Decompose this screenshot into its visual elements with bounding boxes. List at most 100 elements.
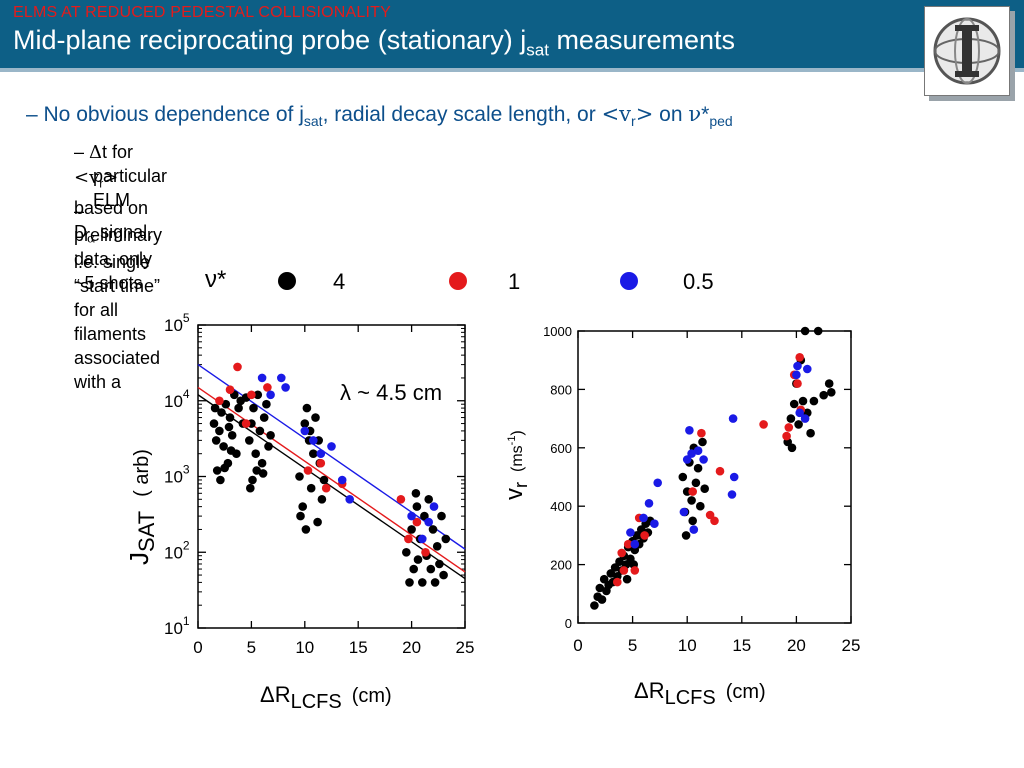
data-point xyxy=(827,388,836,397)
data-point xyxy=(252,466,261,475)
data-point xyxy=(249,403,258,413)
data-point xyxy=(296,511,305,521)
data-point xyxy=(210,403,220,413)
data-point xyxy=(309,436,318,445)
slide-subtitle: ELMS AT REDUCED PEDESTAL COLLISIONALITY xyxy=(13,4,391,21)
data-point xyxy=(430,578,440,587)
y-tick-label: 800 xyxy=(550,382,572,397)
bullet-1: – No obvious dependence of jsat, radial … xyxy=(26,102,733,129)
data-point xyxy=(693,446,703,456)
y-tick-exp: 5 xyxy=(183,311,190,325)
data-point xyxy=(644,499,654,508)
data-point xyxy=(309,449,318,459)
y-tick-label: 103 xyxy=(164,463,190,487)
data-point xyxy=(435,559,444,569)
data-point xyxy=(424,495,434,504)
bullet-symbol: v xyxy=(619,102,632,126)
data-point xyxy=(263,383,272,392)
data-point xyxy=(404,534,413,544)
data-point xyxy=(216,475,225,485)
data-point xyxy=(311,413,320,422)
data-point xyxy=(679,507,689,517)
x-axis-label-unit: (cm) xyxy=(726,681,766,703)
y-tick-label: 200 xyxy=(550,558,572,573)
data-point xyxy=(241,419,251,428)
data-point xyxy=(215,396,224,406)
data-point xyxy=(685,426,694,435)
data-point xyxy=(258,469,268,478)
bullet-text: , radial decay scale length, or xyxy=(322,103,602,126)
chart-legend: ν* 4 1 0.5 xyxy=(205,266,714,294)
x-tick-labels: 0 5 10 15 20 25 xyxy=(573,636,860,655)
legend-title: ν* xyxy=(205,266,226,293)
data-point xyxy=(798,396,808,406)
x-axis-label-main: ΔR xyxy=(634,678,665,703)
data-point xyxy=(317,495,327,504)
data-point xyxy=(313,517,322,527)
x-tick-label: 20 xyxy=(787,636,806,655)
slide-title: Mid-plane reciprocating probe (stationar… xyxy=(13,25,735,60)
data-point xyxy=(813,326,823,336)
data-point xyxy=(806,428,815,438)
x-tick-label: 5 xyxy=(247,638,256,657)
data-point xyxy=(653,478,662,488)
plot-frame xyxy=(577,330,852,624)
data-point xyxy=(402,548,411,557)
data-point xyxy=(211,436,221,445)
title-end: measurements xyxy=(548,25,736,55)
bullet-symbol: v xyxy=(89,167,100,188)
bullet-2: – Δt for <vr> based on Dα signal, i.e. s… xyxy=(74,140,160,394)
data-point xyxy=(700,484,709,494)
bullet-sub: ped xyxy=(709,113,733,130)
data-point xyxy=(613,577,622,587)
data-point xyxy=(619,566,629,575)
data-point xyxy=(699,455,708,464)
data-point xyxy=(407,511,416,521)
data-point xyxy=(795,353,804,362)
data-point xyxy=(418,578,427,587)
y-tick-label: 0 xyxy=(565,616,572,631)
data-point xyxy=(794,420,803,429)
x-axis-label-unit: (cm) xyxy=(352,685,392,707)
data-point xyxy=(316,449,326,459)
y-tick-label: 400 xyxy=(550,499,572,514)
data-point xyxy=(303,466,313,475)
bullet-symbol: > xyxy=(635,102,654,126)
data-point xyxy=(259,413,269,422)
data-point xyxy=(337,475,347,485)
data-point xyxy=(257,373,267,383)
data-point xyxy=(257,458,267,468)
y-axis-label-main: v xyxy=(501,488,528,500)
data-point xyxy=(409,564,419,574)
data-point xyxy=(650,519,659,528)
data-point xyxy=(281,383,290,392)
data-point xyxy=(606,569,616,578)
data-point xyxy=(253,390,263,400)
data-point xyxy=(793,361,802,371)
y-axis-label-close: ) xyxy=(509,430,526,435)
x-tick-label: 0 xyxy=(573,636,582,655)
data-point xyxy=(300,426,310,436)
y-tick-label: 101 xyxy=(164,614,190,638)
data-point xyxy=(687,496,696,505)
data-point xyxy=(590,601,599,610)
y-tick-label: 104 xyxy=(164,387,190,411)
institution-logo xyxy=(924,6,1010,96)
data-point xyxy=(729,472,739,482)
data-point xyxy=(224,422,234,432)
data-point xyxy=(824,379,834,388)
x-tick-label: 0 xyxy=(193,638,202,657)
data-point xyxy=(715,466,725,476)
data-point xyxy=(639,513,648,523)
header-rule xyxy=(0,68,1024,72)
data-point xyxy=(789,399,799,409)
data-point xyxy=(396,495,406,504)
data-point xyxy=(803,364,812,374)
data-point xyxy=(327,442,336,451)
y-axis-label-main: J xyxy=(124,552,154,565)
bullet-2-continuation: particular ELM xyxy=(93,166,168,210)
data-point xyxy=(630,539,640,549)
y-tick-base: 10 xyxy=(164,392,183,411)
x-tick-label: 10 xyxy=(678,636,697,655)
x-axis-label: ΔRLCFS (cm) xyxy=(634,678,766,709)
